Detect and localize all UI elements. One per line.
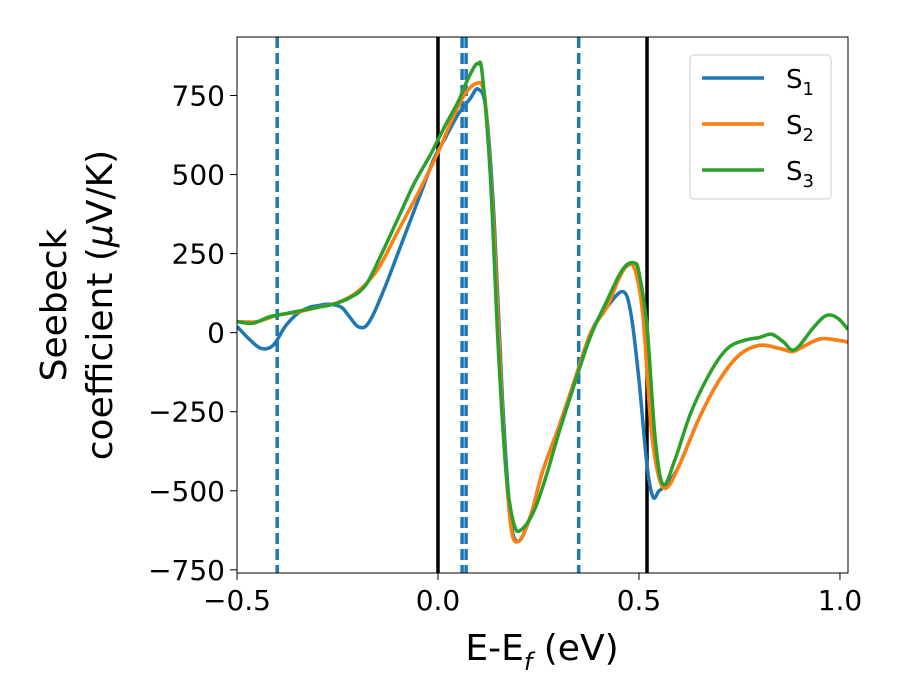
x-tick-label: 1.0 (818, 584, 863, 617)
legend-label-s1: S1 (786, 65, 814, 100)
y-axis-label-line2-suffix: V/K) (80, 150, 121, 224)
x-tick-label: 0.5 (617, 584, 662, 617)
x-tick-label: 0.0 (416, 584, 461, 617)
y-axis-label-line1: Seebeck (34, 228, 75, 381)
series-line-s2 (237, 80, 848, 544)
x-tick-label: −0.5 (203, 584, 271, 617)
y-tick-label: 250 (172, 238, 225, 271)
series-lines (237, 60, 848, 544)
legend-box (689, 54, 832, 200)
x-axis-label-main: E-E (465, 628, 523, 669)
x-axis-label: E-Ef (eV) (465, 628, 618, 676)
y-axis-label-line2-prefix: coefficient ( (80, 247, 121, 460)
y-tick-label: 0 (207, 317, 225, 350)
y-tick-label: 500 (172, 159, 225, 192)
reference-lines (275, 37, 649, 573)
legend-label-s2: S2 (786, 111, 814, 146)
y-tick-label: 750 (172, 80, 225, 113)
y-axis-ticks: −750 −500 −250 0 250 500 750 (148, 80, 237, 587)
x-axis-label-unit: (eV) (532, 628, 618, 669)
series-line-s3 (237, 60, 848, 534)
y-axis-label: Seebeck coefficient (μV/K) (34, 150, 121, 460)
y-tick-label: −750 (148, 554, 225, 587)
x-axis-ticks: −0.5 0.0 0.5 1.0 (203, 573, 862, 617)
y-tick-label: −250 (148, 396, 225, 429)
y-tick-label: −500 (148, 475, 225, 508)
legend-label-s3: S3 (786, 157, 814, 192)
legend: S1 S2 S3 (689, 54, 832, 200)
y-axis-label-mu: μ (80, 224, 121, 248)
plot-frame (236, 36, 849, 574)
y-axis-label-line2: coefficient (μV/K) (80, 150, 121, 460)
